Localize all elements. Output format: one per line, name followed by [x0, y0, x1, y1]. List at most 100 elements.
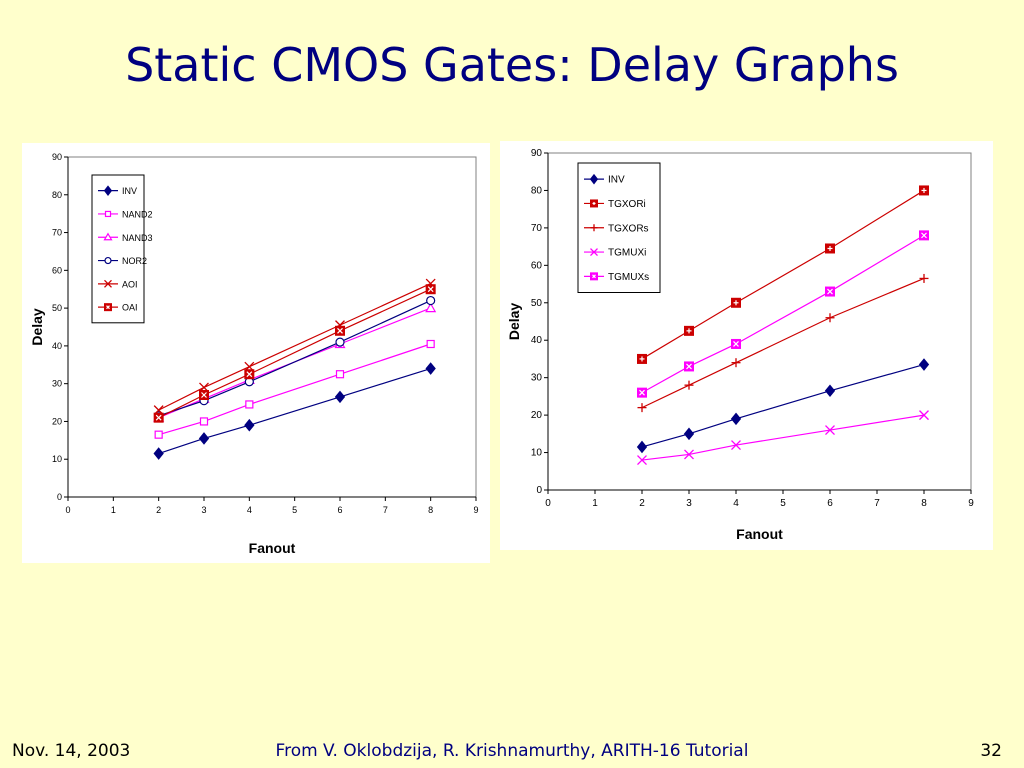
right-x-tick-label: 3	[686, 498, 692, 509]
footer-credit: From V. Oklobdzija, R. Krishnamurthy, AR…	[275, 741, 749, 761]
left-x-tick-label: 6	[337, 505, 342, 515]
right-data-point	[637, 387, 647, 398]
left-legend-marker	[103, 185, 113, 196]
left-data-point	[244, 418, 255, 432]
left-legend-entry: NAND3	[98, 232, 153, 243]
left-y-tick-label: 70	[52, 228, 62, 238]
right-legend-entry: TGXORi	[584, 199, 646, 210]
left-legend-label: NAND2	[122, 209, 153, 219]
left-x-tick-label: 7	[383, 505, 388, 515]
chart-right-canvas: 0 10 20 30 40 50 60 70 80 90 0 1 2 3 4 5 6 7 8 9 Fanout Delay…	[506, 148, 974, 542]
right-legend-marker	[590, 224, 598, 232]
right-legend-label: TGXORi	[608, 199, 646, 210]
left-series-nor2	[154, 295, 436, 421]
left-x-tick-label: 0	[65, 505, 70, 515]
delay-chart-left: 0 10 20 30 40 50 60 70 80 90 0 1 2 3 4 5 6 7 8 9 Fanout Delay…	[22, 143, 490, 563]
right-data-point	[919, 230, 929, 241]
left-series-inv	[153, 362, 436, 460]
left-legend-entry: NAND2	[98, 209, 153, 219]
left-data-point	[426, 295, 436, 306]
right-data-point	[731, 338, 741, 349]
left-y-axis-label: Delay	[29, 308, 45, 346]
left-legend-entry: NOR2	[98, 256, 147, 266]
left-data-point	[153, 447, 164, 460]
right-data-point	[684, 325, 694, 336]
page-number: 32	[980, 741, 1002, 761]
left-data-point	[335, 370, 345, 379]
right-y-tick-label: 30	[531, 373, 543, 384]
right-data-point	[825, 425, 835, 436]
right-data-point	[637, 455, 647, 466]
right-legend: INV TGXORi TGXORs TGMUXi TGMUXs	[577, 162, 661, 293]
right-data-point	[731, 440, 741, 451]
right-data-point	[919, 410, 929, 421]
right-x-tick-label: 9	[968, 498, 974, 509]
right-y-tick-label: 40	[531, 335, 543, 346]
footer-date: Nov. 14, 2003	[12, 741, 131, 761]
right-series-tgxori	[637, 185, 929, 364]
left-y-tick-label: 60	[52, 265, 62, 275]
left-y-tick-label: 80	[52, 190, 62, 200]
right-legend-entry: TGMUXi	[584, 248, 646, 259]
right-legend-marker	[589, 173, 599, 185]
right-y-tick-label: 60	[531, 260, 543, 271]
left-legend-marker	[103, 232, 113, 241]
right-legend-label: INV	[608, 175, 625, 186]
left-legend-label: AOI	[122, 279, 138, 289]
left-x-tick-label: 2	[156, 505, 161, 515]
right-y-tick-label: 0	[536, 485, 542, 496]
left-legend-label: NAND3	[122, 233, 153, 243]
right-data-point	[919, 185, 929, 196]
right-x-tick-label: 5	[780, 498, 786, 509]
left-y-tick-label: 20	[52, 416, 62, 426]
right-x-tick-label: 2	[639, 498, 645, 509]
left-data-point	[425, 284, 436, 295]
right-data-point	[824, 384, 836, 398]
left-data-point	[335, 337, 345, 347]
left-series-oai	[153, 284, 436, 423]
left-data-point	[154, 430, 163, 439]
right-data-point	[731, 358, 741, 368]
right-legend-marker	[590, 272, 598, 281]
right-series-tgmuxi	[637, 410, 929, 466]
right-data-point	[683, 427, 695, 441]
left-legend-marker	[104, 210, 112, 218]
right-y-axis-label: Delay	[506, 303, 522, 341]
right-data-point	[684, 449, 694, 460]
left-data-point	[334, 390, 346, 404]
left-y-tick-label: 50	[52, 303, 62, 313]
right-data-point	[637, 403, 647, 413]
left-legend-entry: OAI	[98, 303, 138, 313]
right-series-tgmuxs	[637, 230, 929, 398]
right-legend-label: TGMUXs	[608, 272, 649, 283]
right-data-point	[825, 286, 835, 297]
right-legend-label: TGXORs	[608, 223, 649, 234]
left-data-point	[198, 432, 210, 445]
right-legend-entry: TGMUXs	[584, 272, 649, 283]
left-data-point	[199, 390, 209, 400]
left-x-tick-label: 5	[292, 505, 297, 515]
right-data-point	[731, 297, 741, 308]
right-data-point	[919, 273, 929, 283]
right-x-axis-label: Fanout	[736, 526, 783, 542]
right-legend-marker	[590, 248, 598, 257]
left-x-tick-label: 8	[428, 505, 433, 515]
right-y-tick-label: 10	[531, 448, 543, 459]
left-x-tick-label: 4	[247, 505, 252, 515]
left-legend-label: NOR2	[122, 256, 147, 266]
right-data-point	[918, 358, 930, 371]
left-data-point	[153, 412, 164, 423]
right-data-point	[684, 380, 694, 390]
right-y-tick-label: 50	[531, 298, 543, 309]
left-y-tick-label: 90	[52, 152, 62, 162]
right-legend-entry: INV	[584, 173, 625, 186]
left-data-point	[425, 302, 437, 313]
right-x-tick-label: 6	[827, 498, 833, 509]
left-legend-label: OAI	[122, 303, 138, 313]
right-data-point	[825, 313, 835, 323]
left-x-tick-label: 1	[111, 505, 116, 515]
left-legend-marker	[104, 303, 112, 312]
right-data-point	[684, 361, 694, 372]
left-x-axis-label: Fanout	[249, 540, 296, 556]
left-legend-entry: INV	[98, 185, 137, 196]
